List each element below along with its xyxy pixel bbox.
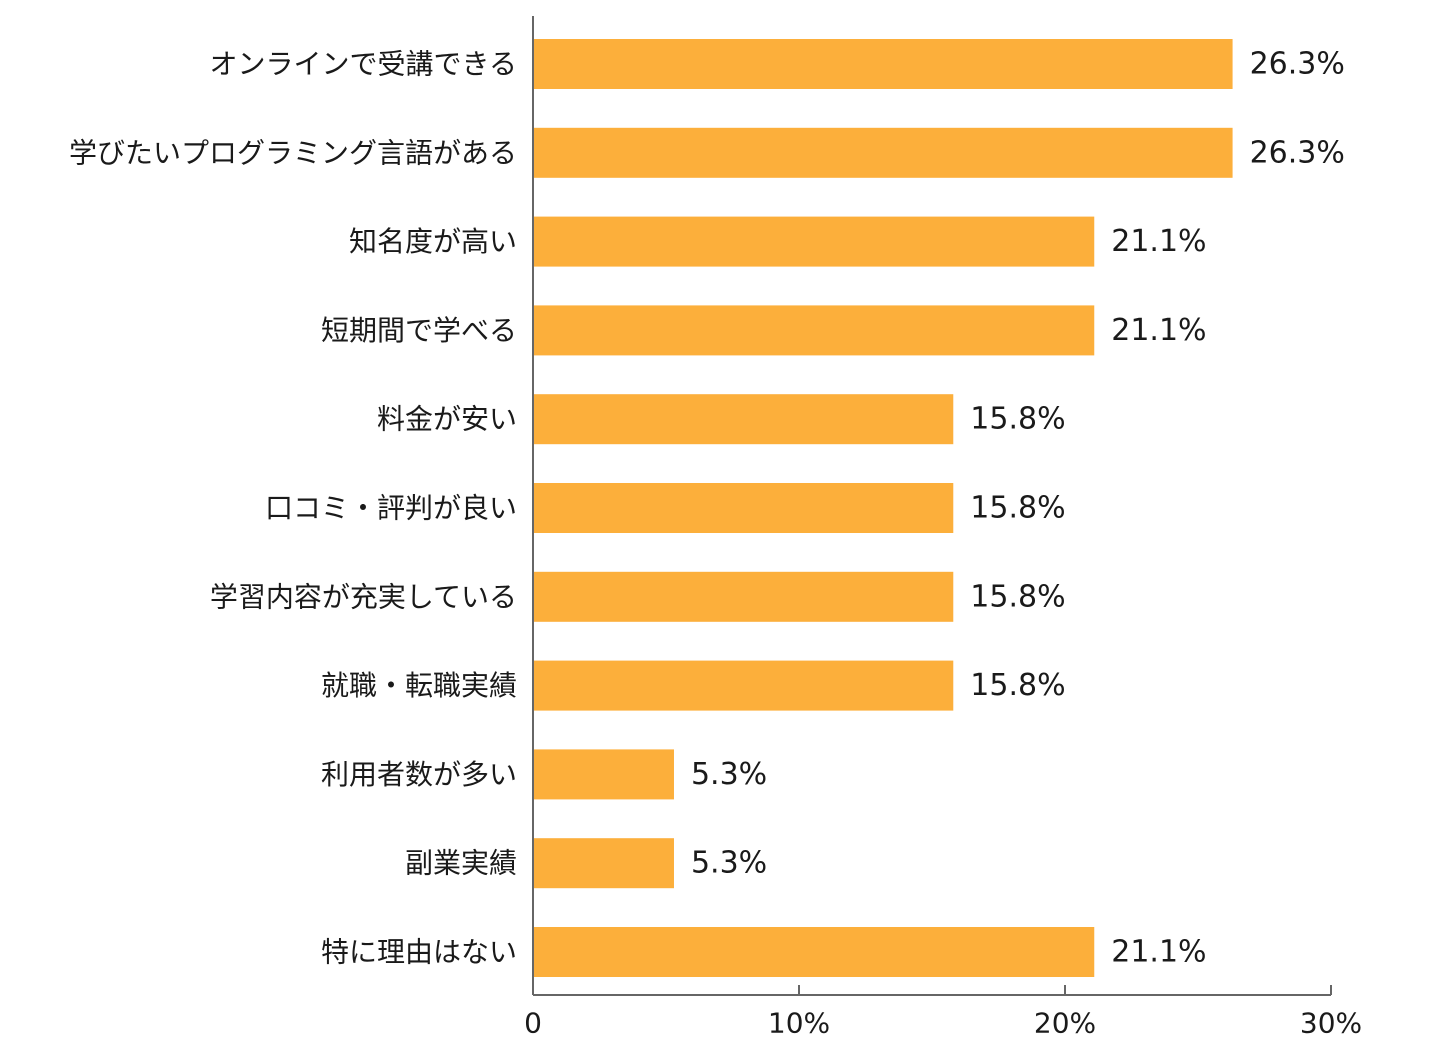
- bar-6: [533, 571, 954, 622]
- category-label-4: 料金が安い: [377, 403, 517, 436]
- category-label-3: 短期間で学べる: [321, 314, 517, 347]
- x-tick-label-1: 10%: [768, 1007, 830, 1040]
- category-label-10: 特に理由はない: [321, 936, 517, 969]
- bar-0: [533, 39, 1233, 89]
- value-label-5: 15.8%: [970, 491, 1065, 526]
- bar-8: [533, 749, 674, 800]
- x-tick-label-3: 30%: [1300, 1007, 1362, 1040]
- value-label-8: 5.3%: [691, 757, 767, 792]
- axis-layer: [532, 16, 1332, 996]
- bar-3: [533, 305, 1095, 356]
- value-label-9: 5.3%: [691, 846, 767, 881]
- bars-layer: [533, 39, 1233, 977]
- category-label-5: 口コミ・評判が良い: [265, 492, 517, 525]
- category-label-6: 学習内容が充実している: [210, 580, 517, 613]
- value-label-2: 21.1%: [1111, 224, 1206, 259]
- category-label-7: 就職・転職実績: [321, 669, 517, 702]
- bar-4: [533, 394, 954, 445]
- category-label-9: 副業実績: [405, 847, 517, 880]
- value-label-0: 26.3%: [1250, 47, 1345, 82]
- bar-9: [533, 838, 674, 889]
- category-label-0: オンラインで受講できる: [210, 48, 517, 81]
- x-tick-label-0: 0: [524, 1007, 542, 1040]
- bar-7: [533, 660, 954, 711]
- category-label-2: 知名度が高い: [349, 225, 517, 258]
- category-label-1: 学びたいプログラミング言語がある: [69, 136, 517, 169]
- value-label-10: 21.1%: [1111, 935, 1206, 970]
- category-label-8: 利用者数が多い: [321, 758, 517, 791]
- value-label-6: 15.8%: [970, 579, 1065, 614]
- value-label-1: 26.3%: [1250, 135, 1345, 170]
- bar-1: [533, 127, 1233, 178]
- bar-10: [533, 927, 1095, 977]
- bar-5: [533, 483, 954, 533]
- x-tick-label-2: 20%: [1034, 1007, 1096, 1040]
- bar-2: [533, 216, 1095, 267]
- labels-layer: オンラインで受講できる 26.3% 学びたいプログラミング言語がある 26.3% 知名度…: [69, 47, 1362, 1040]
- value-label-7: 15.8%: [970, 668, 1065, 703]
- value-label-4: 15.8%: [970, 402, 1065, 437]
- value-label-3: 21.1%: [1111, 313, 1206, 348]
